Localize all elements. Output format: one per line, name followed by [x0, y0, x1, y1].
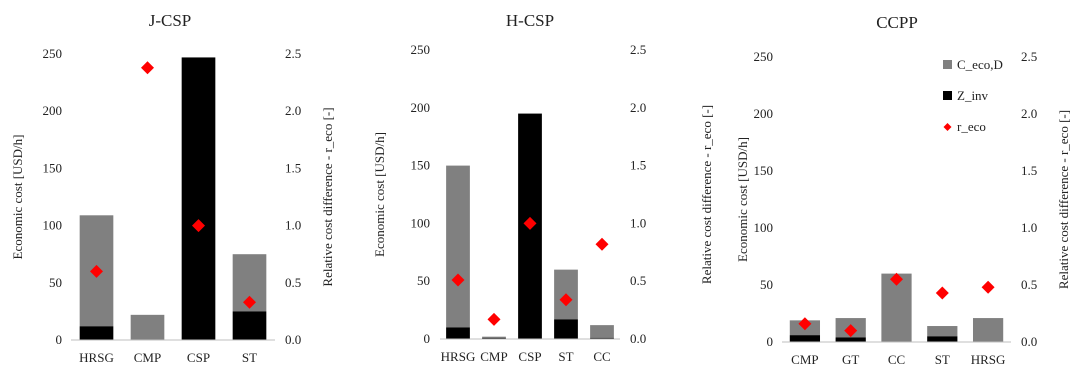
bar-z-inv — [482, 337, 506, 339]
x-tick-label: ST — [558, 349, 573, 364]
y-tick-label: 150 — [411, 158, 431, 173]
bar-c-eco-d — [446, 165, 470, 328]
y-tick-label: 50 — [49, 275, 62, 290]
y-right-tick-label: 2.5 — [285, 46, 301, 61]
y-right-tick-label: 0.0 — [285, 332, 301, 347]
legend-swatch — [943, 60, 952, 69]
y-right-tick-label: 2.0 — [1021, 106, 1037, 121]
y-right-axis-label: Relative cost difference - r_eco [-] — [699, 105, 714, 284]
bar-z-inv — [554, 319, 578, 339]
x-tick-label: CMP — [791, 352, 818, 367]
r-eco-point — [559, 293, 573, 307]
y-tick-label: 250 — [754, 49, 774, 64]
x-tick-label: HRSG — [971, 352, 1006, 367]
x-tick-label: CSP — [518, 349, 541, 364]
y-tick-label: 50 — [417, 273, 430, 288]
y-tick-label: 150 — [43, 160, 63, 175]
y-right-tick-label: 2.5 — [1021, 49, 1037, 64]
bar-z-inv — [181, 57, 216, 340]
x-tick-label: HRSG — [441, 349, 476, 364]
y-tick-label: 200 — [754, 106, 774, 121]
y-right-tick-label: 0.0 — [1021, 334, 1037, 349]
y-tick-label: 100 — [411, 215, 431, 230]
legend-label: r_eco — [957, 119, 986, 134]
x-tick-label: CMP — [134, 350, 161, 365]
r-eco-point — [935, 286, 949, 300]
legend-label: Z_inv — [957, 88, 989, 103]
r-eco-point — [243, 295, 256, 309]
y-tick-label: 150 — [754, 163, 774, 178]
y-right-tick-label: 1.0 — [630, 215, 646, 230]
y-right-tick-label: 2.0 — [630, 100, 646, 115]
y-right-tick-label: 0.5 — [1021, 277, 1037, 292]
chart-panel-ccpp: CCPP 0 50 100 150 200 250 0.0 0.5 1.0 1.5 2.0 2.5 Eco… — [735, 13, 1071, 367]
x-tick-label: CC — [888, 352, 905, 367]
r-eco-point — [192, 219, 205, 233]
y-right-tick-label: 0.5 — [285, 275, 301, 290]
r-eco-point — [487, 312, 501, 326]
x-tick-label: ST — [935, 352, 950, 367]
bar-z-inv — [590, 337, 614, 339]
y-right-axis-label: Relative cost difference - r_eco [-] — [320, 107, 335, 286]
y-axis-label: Economic cost [USD/h] — [735, 137, 750, 262]
y-tick-label: 200 — [43, 103, 63, 118]
chart-title: J-CSP — [149, 11, 192, 30]
y-right-tick-label: 0.5 — [630, 273, 646, 288]
y-right-tick-label: 2.5 — [630, 42, 646, 57]
y-tick-label: 50 — [760, 277, 773, 292]
bar-z-inv — [789, 335, 821, 342]
y-right-tick-label: 2.0 — [285, 103, 301, 118]
x-tick-label: HRSG — [79, 350, 114, 365]
x-tick-label: CSP — [187, 350, 210, 365]
bar-c-eco-d — [590, 325, 614, 338]
legend-swatch — [943, 123, 952, 131]
y-tick-label: 100 — [754, 220, 774, 235]
bar-z-inv — [835, 337, 866, 342]
bar-c-eco-d — [972, 318, 1004, 342]
chart-panel-j-csp: J-CSP 0 50 100 150 200 250 0.0 0.5 1.0 1.5 2.0 2.5 Ec… — [10, 11, 335, 365]
r-eco-point — [981, 280, 995, 294]
chart-panel-h-csp: H-CSP 0 50 100 150 200 250 0.0 0.5 1.0 1.5 2.0 2.5 Ec… — [372, 11, 714, 364]
r-eco-point — [523, 216, 537, 230]
bar-z-inv — [446, 327, 470, 339]
x-tick-label: CC — [593, 349, 610, 364]
legend-swatch — [943, 91, 952, 100]
bar-z-inv — [79, 326, 114, 340]
y-tick-label: 250 — [411, 42, 431, 57]
y-right-tick-label: 0.0 — [630, 331, 646, 346]
bar-z-inv — [232, 311, 267, 340]
chart-title: H-CSP — [506, 11, 554, 30]
y-tick-label: 0 — [767, 334, 774, 349]
y-right-axis-label: Relative cost difference - r_eco [-] — [1056, 110, 1071, 289]
bar-z-inv — [927, 336, 958, 342]
y-tick-label: 0 — [424, 331, 431, 346]
y-right-tick-label: 1.0 — [1021, 220, 1037, 235]
x-tick-label: ST — [242, 350, 257, 365]
y-right-tick-label: 1.0 — [285, 218, 301, 233]
y-tick-label: 100 — [43, 218, 63, 233]
r-eco-point — [141, 61, 154, 75]
y-axis-label: Economic cost [USD/h] — [10, 135, 25, 260]
y-tick-label: 250 — [43, 46, 63, 61]
bar-c-eco-d — [130, 314, 165, 340]
x-tick-label: GT — [842, 352, 859, 367]
y-right-tick-label: 1.5 — [630, 158, 646, 173]
r-eco-point — [595, 237, 609, 251]
bar-c-eco-d — [482, 336, 506, 338]
r-eco-point — [90, 264, 103, 278]
y-axis-label: Economic cost [USD/h] — [372, 132, 387, 257]
y-tick-label: 200 — [411, 100, 431, 115]
legend-label: C_eco,D — [957, 57, 1003, 72]
bar-c-eco-d — [927, 326, 958, 337]
r-eco-point — [844, 324, 858, 338]
r-eco-point — [890, 272, 903, 286]
chart-title: CCPP — [876, 13, 918, 32]
x-tick-label: CMP — [480, 349, 507, 364]
r-eco-point — [451, 273, 465, 287]
y-right-tick-label: 1.5 — [1021, 163, 1037, 178]
y-tick-label: 0 — [56, 332, 63, 347]
y-right-tick-label: 1.5 — [285, 160, 301, 175]
r-eco-point — [798, 317, 812, 331]
